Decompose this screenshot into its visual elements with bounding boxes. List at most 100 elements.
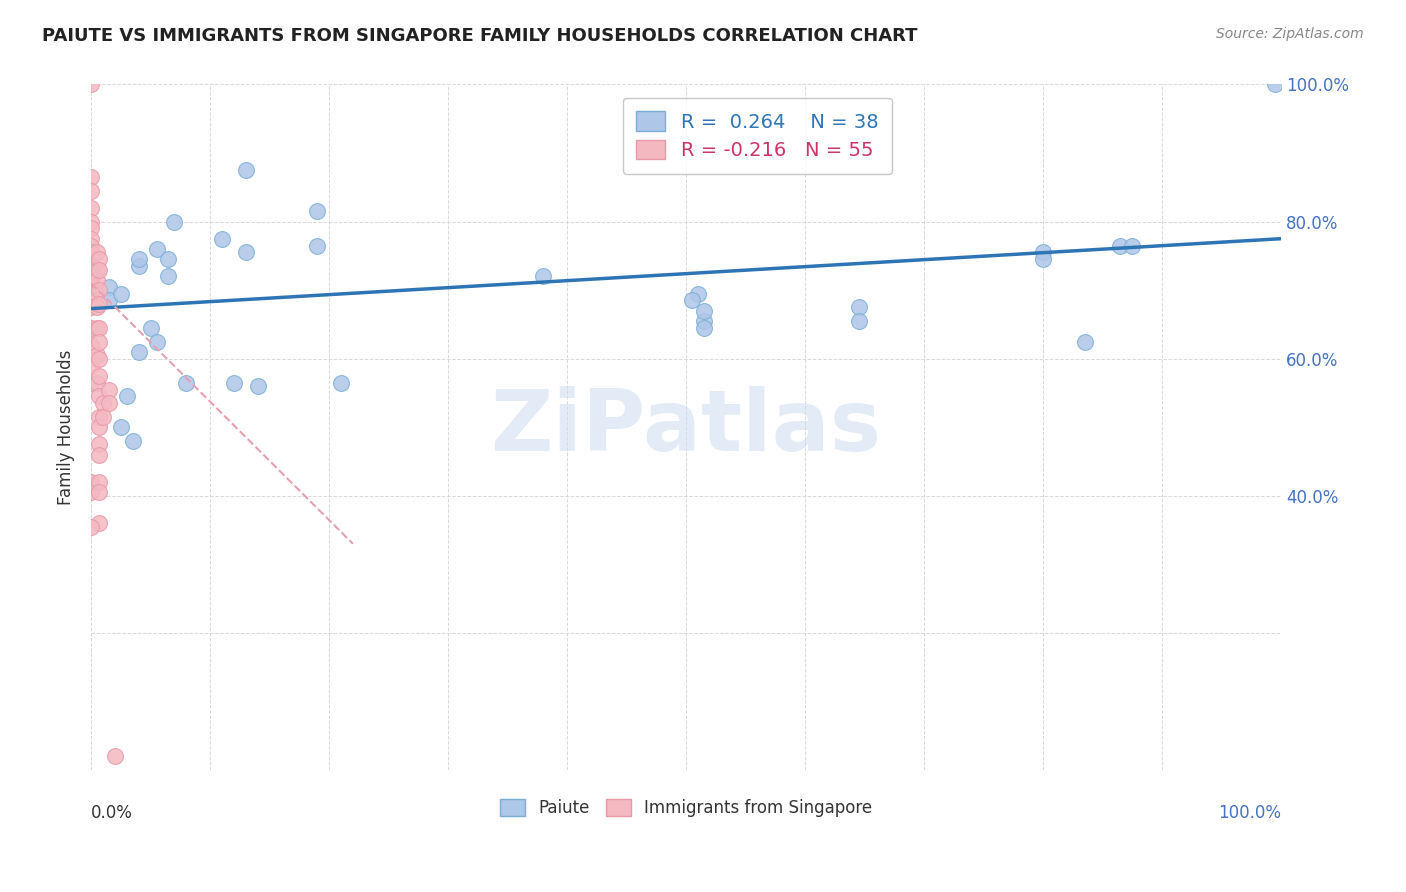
Point — [86, 300, 108, 314]
Point — [80, 300, 103, 314]
Point — [163, 214, 186, 228]
Point — [110, 420, 132, 434]
Point — [693, 314, 716, 328]
Point — [531, 269, 554, 284]
Point — [89, 389, 111, 403]
Point — [145, 334, 167, 349]
Point — [693, 321, 716, 335]
Point — [681, 293, 703, 308]
Point — [246, 379, 269, 393]
Point — [104, 749, 127, 764]
Point — [86, 321, 108, 335]
Text: ZiPatlas: ZiPatlas — [491, 385, 882, 468]
Point — [89, 420, 111, 434]
Point — [80, 184, 103, 198]
Point — [86, 348, 108, 362]
Point — [211, 232, 233, 246]
Point — [80, 279, 103, 293]
Point — [89, 368, 111, 383]
Point — [80, 245, 103, 260]
Point — [80, 252, 103, 267]
Point — [115, 389, 138, 403]
Point — [80, 259, 103, 273]
Point — [80, 201, 103, 215]
Point — [693, 303, 716, 318]
Point — [110, 286, 132, 301]
Point — [89, 475, 111, 489]
Point — [89, 283, 111, 297]
Point — [176, 376, 198, 390]
Point — [80, 169, 103, 184]
Point — [80, 338, 103, 352]
Point — [80, 78, 103, 92]
Point — [89, 334, 111, 349]
Point — [89, 448, 111, 462]
Point — [139, 321, 162, 335]
Point — [91, 396, 114, 410]
Point — [80, 238, 103, 252]
Point — [157, 252, 180, 267]
Point — [98, 396, 121, 410]
Point — [235, 245, 257, 260]
Point — [89, 321, 111, 335]
Point — [80, 519, 103, 533]
Point — [128, 259, 150, 273]
Point — [80, 475, 103, 489]
Point — [89, 409, 111, 424]
Point — [80, 273, 103, 287]
Point — [86, 376, 108, 390]
Point — [80, 485, 103, 500]
Point — [80, 214, 103, 228]
Point — [80, 277, 103, 291]
Point — [848, 300, 870, 314]
Point — [80, 359, 103, 373]
Point — [235, 163, 257, 178]
Point — [80, 286, 103, 301]
Point — [89, 437, 111, 451]
Point — [98, 383, 121, 397]
Point — [1121, 238, 1143, 252]
Point — [98, 279, 121, 293]
Point — [86, 245, 108, 260]
Point — [89, 351, 111, 366]
Point — [80, 262, 103, 277]
Point — [307, 204, 329, 219]
Point — [89, 516, 111, 531]
Point — [80, 293, 103, 308]
Text: 0.0%: 0.0% — [91, 805, 134, 822]
Point — [89, 297, 111, 311]
Point — [80, 221, 103, 235]
Point — [222, 376, 245, 390]
Point — [1264, 78, 1286, 92]
Point — [128, 252, 150, 267]
Legend: Paiute, Immigrants from Singapore: Paiute, Immigrants from Singapore — [494, 792, 879, 823]
Point — [128, 344, 150, 359]
Point — [1073, 334, 1095, 349]
Point — [89, 262, 111, 277]
Point — [330, 376, 353, 390]
Point — [80, 269, 103, 284]
Text: Source: ZipAtlas.com: Source: ZipAtlas.com — [1216, 27, 1364, 41]
Point — [91, 409, 114, 424]
Text: 100.0%: 100.0% — [1218, 805, 1281, 822]
Point — [1109, 238, 1132, 252]
Point — [686, 286, 709, 301]
Y-axis label: Family Households: Family Households — [58, 350, 75, 505]
Point — [1032, 252, 1054, 267]
Point — [80, 266, 103, 280]
Point — [86, 273, 108, 287]
Point — [89, 485, 111, 500]
Point — [86, 262, 108, 277]
Point — [80, 232, 103, 246]
Point — [307, 238, 329, 252]
Point — [848, 314, 870, 328]
Point — [80, 321, 103, 335]
Point — [98, 293, 121, 308]
Point — [121, 434, 143, 448]
Point — [157, 269, 180, 284]
Point — [89, 252, 111, 267]
Point — [145, 242, 167, 256]
Point — [80, 376, 103, 390]
Point — [1032, 245, 1054, 260]
Text: PAIUTE VS IMMIGRANTS FROM SINGAPORE FAMILY HOUSEHOLDS CORRELATION CHART: PAIUTE VS IMMIGRANTS FROM SINGAPORE FAMI… — [42, 27, 918, 45]
